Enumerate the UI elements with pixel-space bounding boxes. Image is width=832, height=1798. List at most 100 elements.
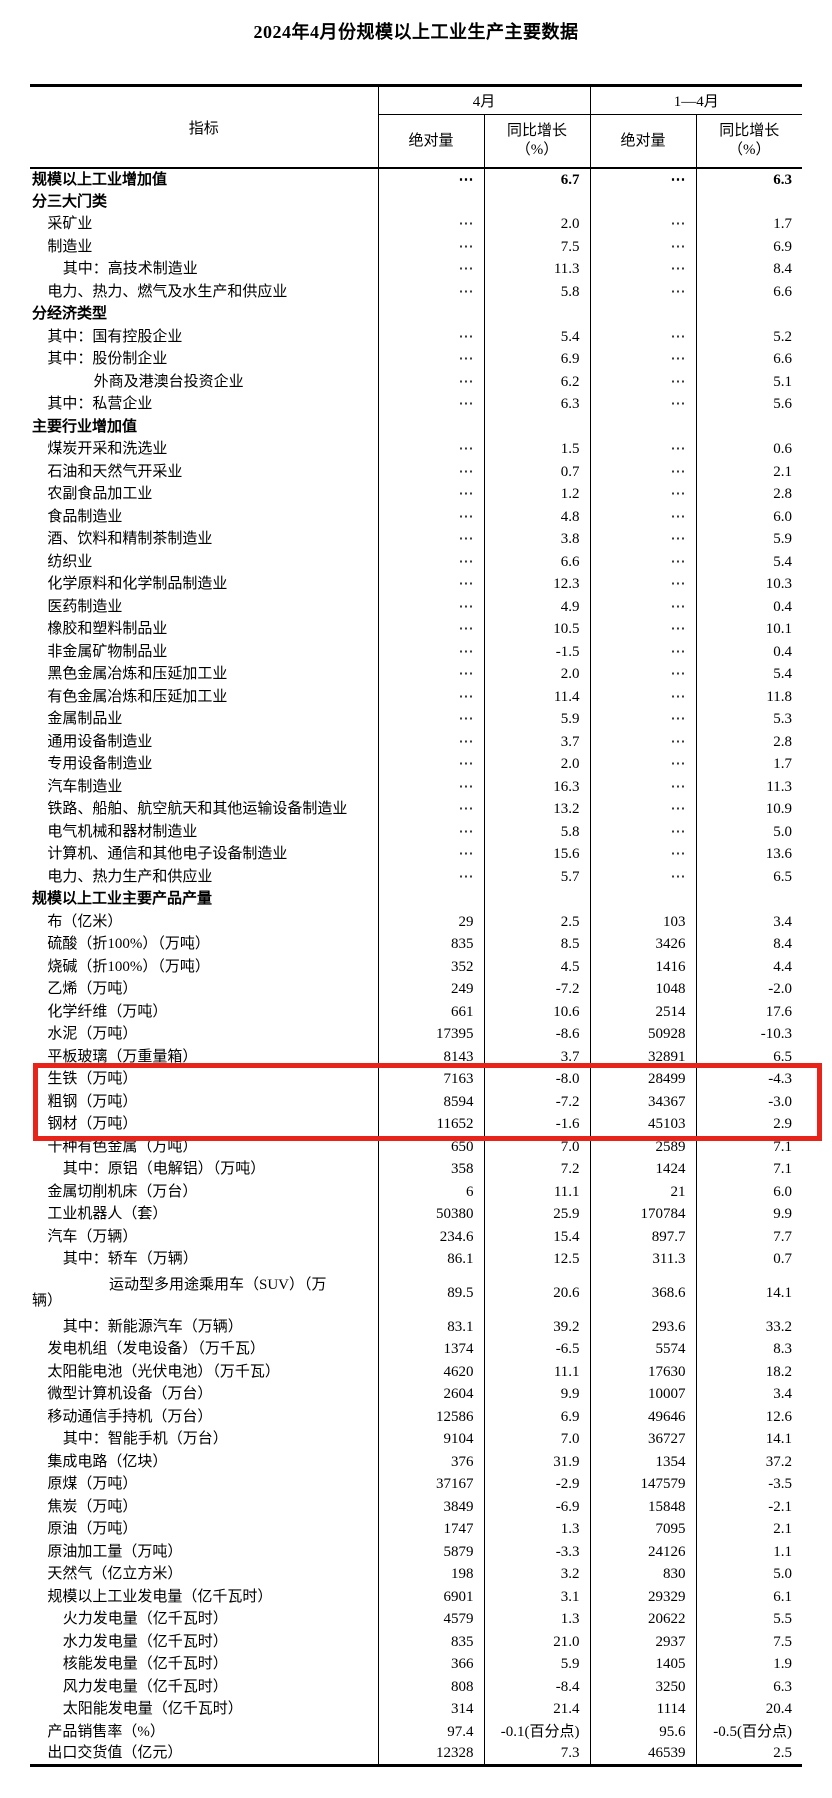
value-cell-absolute-april: 12328: [377, 1743, 484, 1766]
value-cell-absolute-jan-apr: 3426: [589, 933, 697, 956]
row-label-cell: 酒、饮料和精制茶制造业: [47, 531, 213, 547]
table-row: 纺织业 ⋯ 6.6 ⋯ 5.4: [30, 550, 803, 573]
header-sub-row: 绝对量 同比增长 （%） 绝对量 同比增长 （%）: [30, 114, 803, 169]
value-cell-yoy-jan-apr: 5.1: [695, 370, 803, 393]
value-cell-yoy-jan-apr: 8.3: [695, 1338, 803, 1361]
value-cell-yoy-april: 3.7: [483, 1045, 591, 1068]
value-cell-absolute-april: 7163: [377, 1068, 484, 1091]
value-cell-yoy-jan-apr: 8.4: [695, 933, 803, 956]
row-label-cell: 外商及港澳台投资企业: [93, 373, 244, 390]
value-cell-absolute-jan-apr: [589, 415, 697, 438]
table-row: 微型计算机设备（万台） 2604 9.9 10007 3.4: [30, 1383, 803, 1406]
value-cell-absolute-april: [377, 190, 484, 213]
table-row: 其中：原铝（电解铝）（万吨） 358 7.2 1424 7.1: [30, 1158, 803, 1181]
value-cell-absolute-april: 4579: [377, 1608, 484, 1631]
value-cell-absolute-jan-apr: ⋯: [589, 753, 697, 776]
value-cell-yoy-jan-apr: 33.2: [695, 1315, 803, 1338]
value-cell-absolute-april: ⋯: [377, 820, 484, 843]
table-row: 专用设备制造业 ⋯ 2.0 ⋯ 1.7: [30, 753, 803, 776]
row-label-cell: 有色金属冶炼和压延加工业: [47, 688, 228, 705]
value-cell-absolute-jan-apr: 24126: [589, 1540, 697, 1563]
row-label-cell: 规模以上工业发电量（亿千瓦时）: [47, 1588, 273, 1605]
value-cell-yoy-april: 7.2: [483, 1158, 591, 1181]
value-cell-absolute-jan-apr: ⋯: [589, 798, 697, 821]
row-label-cell: 其中：股份制企业: [47, 351, 168, 367]
value-cell-absolute-april: ⋯: [377, 483, 484, 506]
value-cell-yoy-jan-apr: 5.9: [695, 528, 803, 551]
value-cell-yoy-jan-apr: 6.5: [695, 1045, 803, 1068]
table-row: 其中：国有控股企业 ⋯ 5.4 ⋯ 5.2: [30, 325, 803, 348]
value-cell-absolute-jan-apr: 1405: [589, 1653, 697, 1676]
row-label-cell: 风力发电量（亿千瓦时）: [62, 1678, 228, 1695]
table-row: 布（亿米） 29 2.5 103 3.4: [30, 910, 803, 933]
value-cell-absolute-jan-apr: 293.6: [589, 1315, 697, 1338]
table-row: 硫酸（折100%）（万吨） 835 8.5 3426 8.4: [30, 933, 803, 956]
value-cell-yoy-april: -6.9: [483, 1495, 591, 1518]
value-cell-absolute-jan-apr: 170784: [589, 1203, 697, 1226]
table-row: 食品制造业 ⋯ 4.8 ⋯ 6.0: [30, 505, 803, 528]
row-label-cell: 医药制造业: [47, 598, 123, 615]
row-label-cell: 电气机械和器材制造业: [47, 823, 198, 840]
value-cell-absolute-jan-apr: ⋯: [589, 730, 697, 753]
value-cell-yoy-jan-apr: 5.6: [695, 393, 803, 416]
value-cell-yoy-april: 6.2: [483, 370, 591, 393]
row-label-cell: 出口交货值（亿元）: [47, 1745, 183, 1762]
value-cell-yoy-april: 4.5: [483, 955, 591, 978]
table-row: 钢材（万吨） 11652 -1.6 45103 2.9: [30, 1113, 803, 1136]
value-cell-yoy-april: -7.2: [483, 1090, 591, 1113]
row-label-cell: 通用设备制造业: [47, 733, 153, 750]
value-cell-absolute-jan-apr: [589, 888, 697, 911]
table-row: 原煤（万吨） 37167 -2.9 147579 -3.5: [30, 1473, 803, 1496]
table-row: 原油（万吨） 1747 1.3 7095 2.1: [30, 1518, 803, 1541]
value-cell-yoy-april: 5.8: [483, 820, 591, 843]
value-cell-yoy-jan-apr: 20.4: [695, 1698, 803, 1721]
table-row: 分经济类型: [30, 303, 803, 326]
value-cell-absolute-jan-apr: ⋯: [589, 528, 697, 551]
value-cell-absolute-april: 358: [377, 1158, 484, 1181]
value-cell-absolute-april: ⋯: [377, 325, 484, 348]
value-cell-yoy-april: 31.9: [483, 1450, 591, 1473]
value-cell-absolute-april: 6: [377, 1180, 484, 1203]
value-cell-absolute-april: ⋯: [377, 213, 484, 236]
value-cell-yoy-april: -6.5: [483, 1338, 591, 1361]
value-cell-yoy-jan-apr: -4.3: [695, 1068, 803, 1091]
value-cell-yoy-jan-apr: 0.4: [695, 640, 803, 663]
table-row: 金属切削机床（万台） 6 11.1 21 6.0: [30, 1180, 803, 1203]
value-cell-absolute-april: [377, 415, 484, 438]
value-cell-absolute-jan-apr: 830: [589, 1563, 697, 1586]
value-cell-yoy-april: 7.0: [483, 1135, 591, 1158]
value-cell-absolute-jan-apr: 1048: [589, 978, 697, 1001]
row-label-cell: 规模以上工业主要产品产量: [32, 891, 213, 907]
table-row: 化学纤维（万吨） 661 10.6 2514 17.6: [30, 1000, 803, 1023]
value-cell-absolute-april: ⋯: [377, 573, 484, 596]
table-row: 原油加工量（万吨） 5879 -3.3 24126 1.1: [30, 1540, 803, 1563]
header-group-row: 指标 4月 1—4月: [30, 85, 803, 169]
table-row: 规模以上工业主要产品产量: [30, 888, 803, 911]
value-cell-yoy-april: -0.1(百分点): [483, 1720, 591, 1743]
value-cell-absolute-april: ⋯: [377, 595, 484, 618]
table-row: 天然气（亿立方米） 198 3.2 830 5.0: [30, 1563, 803, 1586]
value-cell-absolute-april: ⋯: [377, 258, 484, 281]
value-cell-absolute-april: 17395: [377, 1023, 484, 1046]
row-label-cell: 发电机组（发电设备）（万千瓦）: [47, 1341, 265, 1357]
value-cell-absolute-april: 37167: [377, 1473, 484, 1496]
row-label-cell: 非金属矿物制品业: [47, 643, 168, 660]
value-cell-absolute-april: 835: [377, 1630, 484, 1653]
value-cell-yoy-jan-apr: 2.1: [695, 460, 803, 483]
value-cell-yoy-jan-apr: 10.3: [695, 573, 803, 596]
value-cell-yoy-jan-apr: 5.0: [695, 1563, 803, 1586]
value-cell-yoy-jan-apr: -10.3: [695, 1023, 803, 1046]
value-cell-absolute-april: 2604: [377, 1383, 484, 1406]
value-cell-absolute-jan-apr: [589, 303, 697, 326]
value-cell-absolute-april: ⋯: [377, 618, 484, 641]
row-label-cell: 食品制造业: [47, 508, 123, 525]
table-row: 粗钢（万吨） 8594 -7.2 34367 -3.0: [30, 1090, 803, 1113]
value-cell-yoy-jan-apr: 2.8: [695, 483, 803, 506]
value-cell-yoy-april: 10.5: [483, 618, 591, 641]
value-cell-absolute-jan-apr: ⋯: [589, 235, 697, 258]
value-cell-yoy-april: 1.2: [483, 483, 591, 506]
value-cell-yoy-jan-apr: 0.4: [695, 595, 803, 618]
value-cell-yoy-jan-apr: 7.1: [695, 1135, 803, 1158]
row-label-cell: 其中：私营企业: [47, 396, 153, 412]
table-row: 发电机组（发电设备）（万千瓦） 1374 -6.5 5574 8.3: [30, 1338, 803, 1361]
